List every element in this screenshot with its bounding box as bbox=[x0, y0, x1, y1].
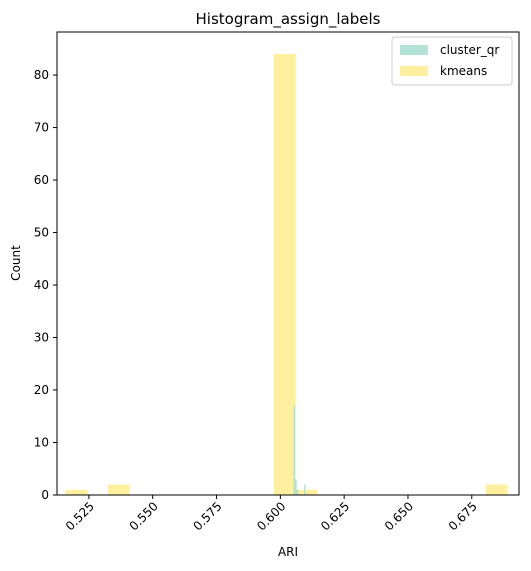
y-tick-label-7: 70 bbox=[34, 121, 49, 135]
y-tick-label-3: 30 bbox=[34, 331, 49, 345]
bar-cluster-qr-1 bbox=[295, 479, 297, 495]
x-tick-label-1: 0.550 bbox=[127, 499, 161, 533]
bar-kmeans-3 bbox=[295, 489, 318, 495]
bar-kmeans-0 bbox=[65, 489, 88, 495]
y-tick-label-4: 40 bbox=[34, 278, 49, 292]
y-axis-label: Count bbox=[9, 245, 23, 281]
x-axis-label: ARI bbox=[278, 545, 298, 559]
y-tick-label-6: 60 bbox=[34, 173, 49, 187]
bar-cluster-qr-3 bbox=[304, 484, 306, 495]
y-tick-label-2: 20 bbox=[34, 383, 49, 397]
bar-kmeans-2 bbox=[273, 54, 296, 496]
y-axis-ticks: 0 10 20 30 40 50 60 70 80 bbox=[34, 68, 57, 502]
x-tick-label-4: 0.625 bbox=[318, 499, 352, 533]
y-tick-label-8: 80 bbox=[34, 68, 49, 82]
x-tick-label-3: 0.600 bbox=[254, 499, 288, 533]
x-tick-label-2: 0.575 bbox=[190, 499, 224, 533]
y-tick-label-5: 50 bbox=[34, 226, 49, 240]
legend-label-cluster-qr: cluster_qr bbox=[440, 43, 499, 57]
legend-label-kmeans: kmeans bbox=[440, 64, 487, 78]
bar-kmeans-1 bbox=[108, 484, 130, 495]
y-tick-label-0: 0 bbox=[41, 488, 49, 502]
x-tick-label-0: 0.525 bbox=[63, 499, 97, 533]
bar-cluster-qr-0 bbox=[293, 405, 296, 495]
histogram-bars bbox=[65, 54, 508, 496]
plot-frame bbox=[56, 31, 520, 496]
x-axis-ticks: 0.525 0.550 0.575 0.600 0.625 0.650 0.675 bbox=[63, 495, 480, 533]
legend: cluster_qr kmeans bbox=[391, 36, 513, 86]
chart-title: Histogram_assign_labels bbox=[196, 10, 381, 29]
bar-cluster-qr-2 bbox=[296, 489, 299, 495]
legend-swatch-cluster-qr bbox=[400, 45, 428, 55]
legend-swatch-kmeans bbox=[400, 66, 428, 76]
y-tick-label-1: 10 bbox=[34, 436, 49, 450]
bar-kmeans-4 bbox=[485, 484, 508, 495]
x-tick-label-5: 0.650 bbox=[382, 499, 416, 533]
x-tick-label-6: 0.675 bbox=[446, 499, 480, 533]
